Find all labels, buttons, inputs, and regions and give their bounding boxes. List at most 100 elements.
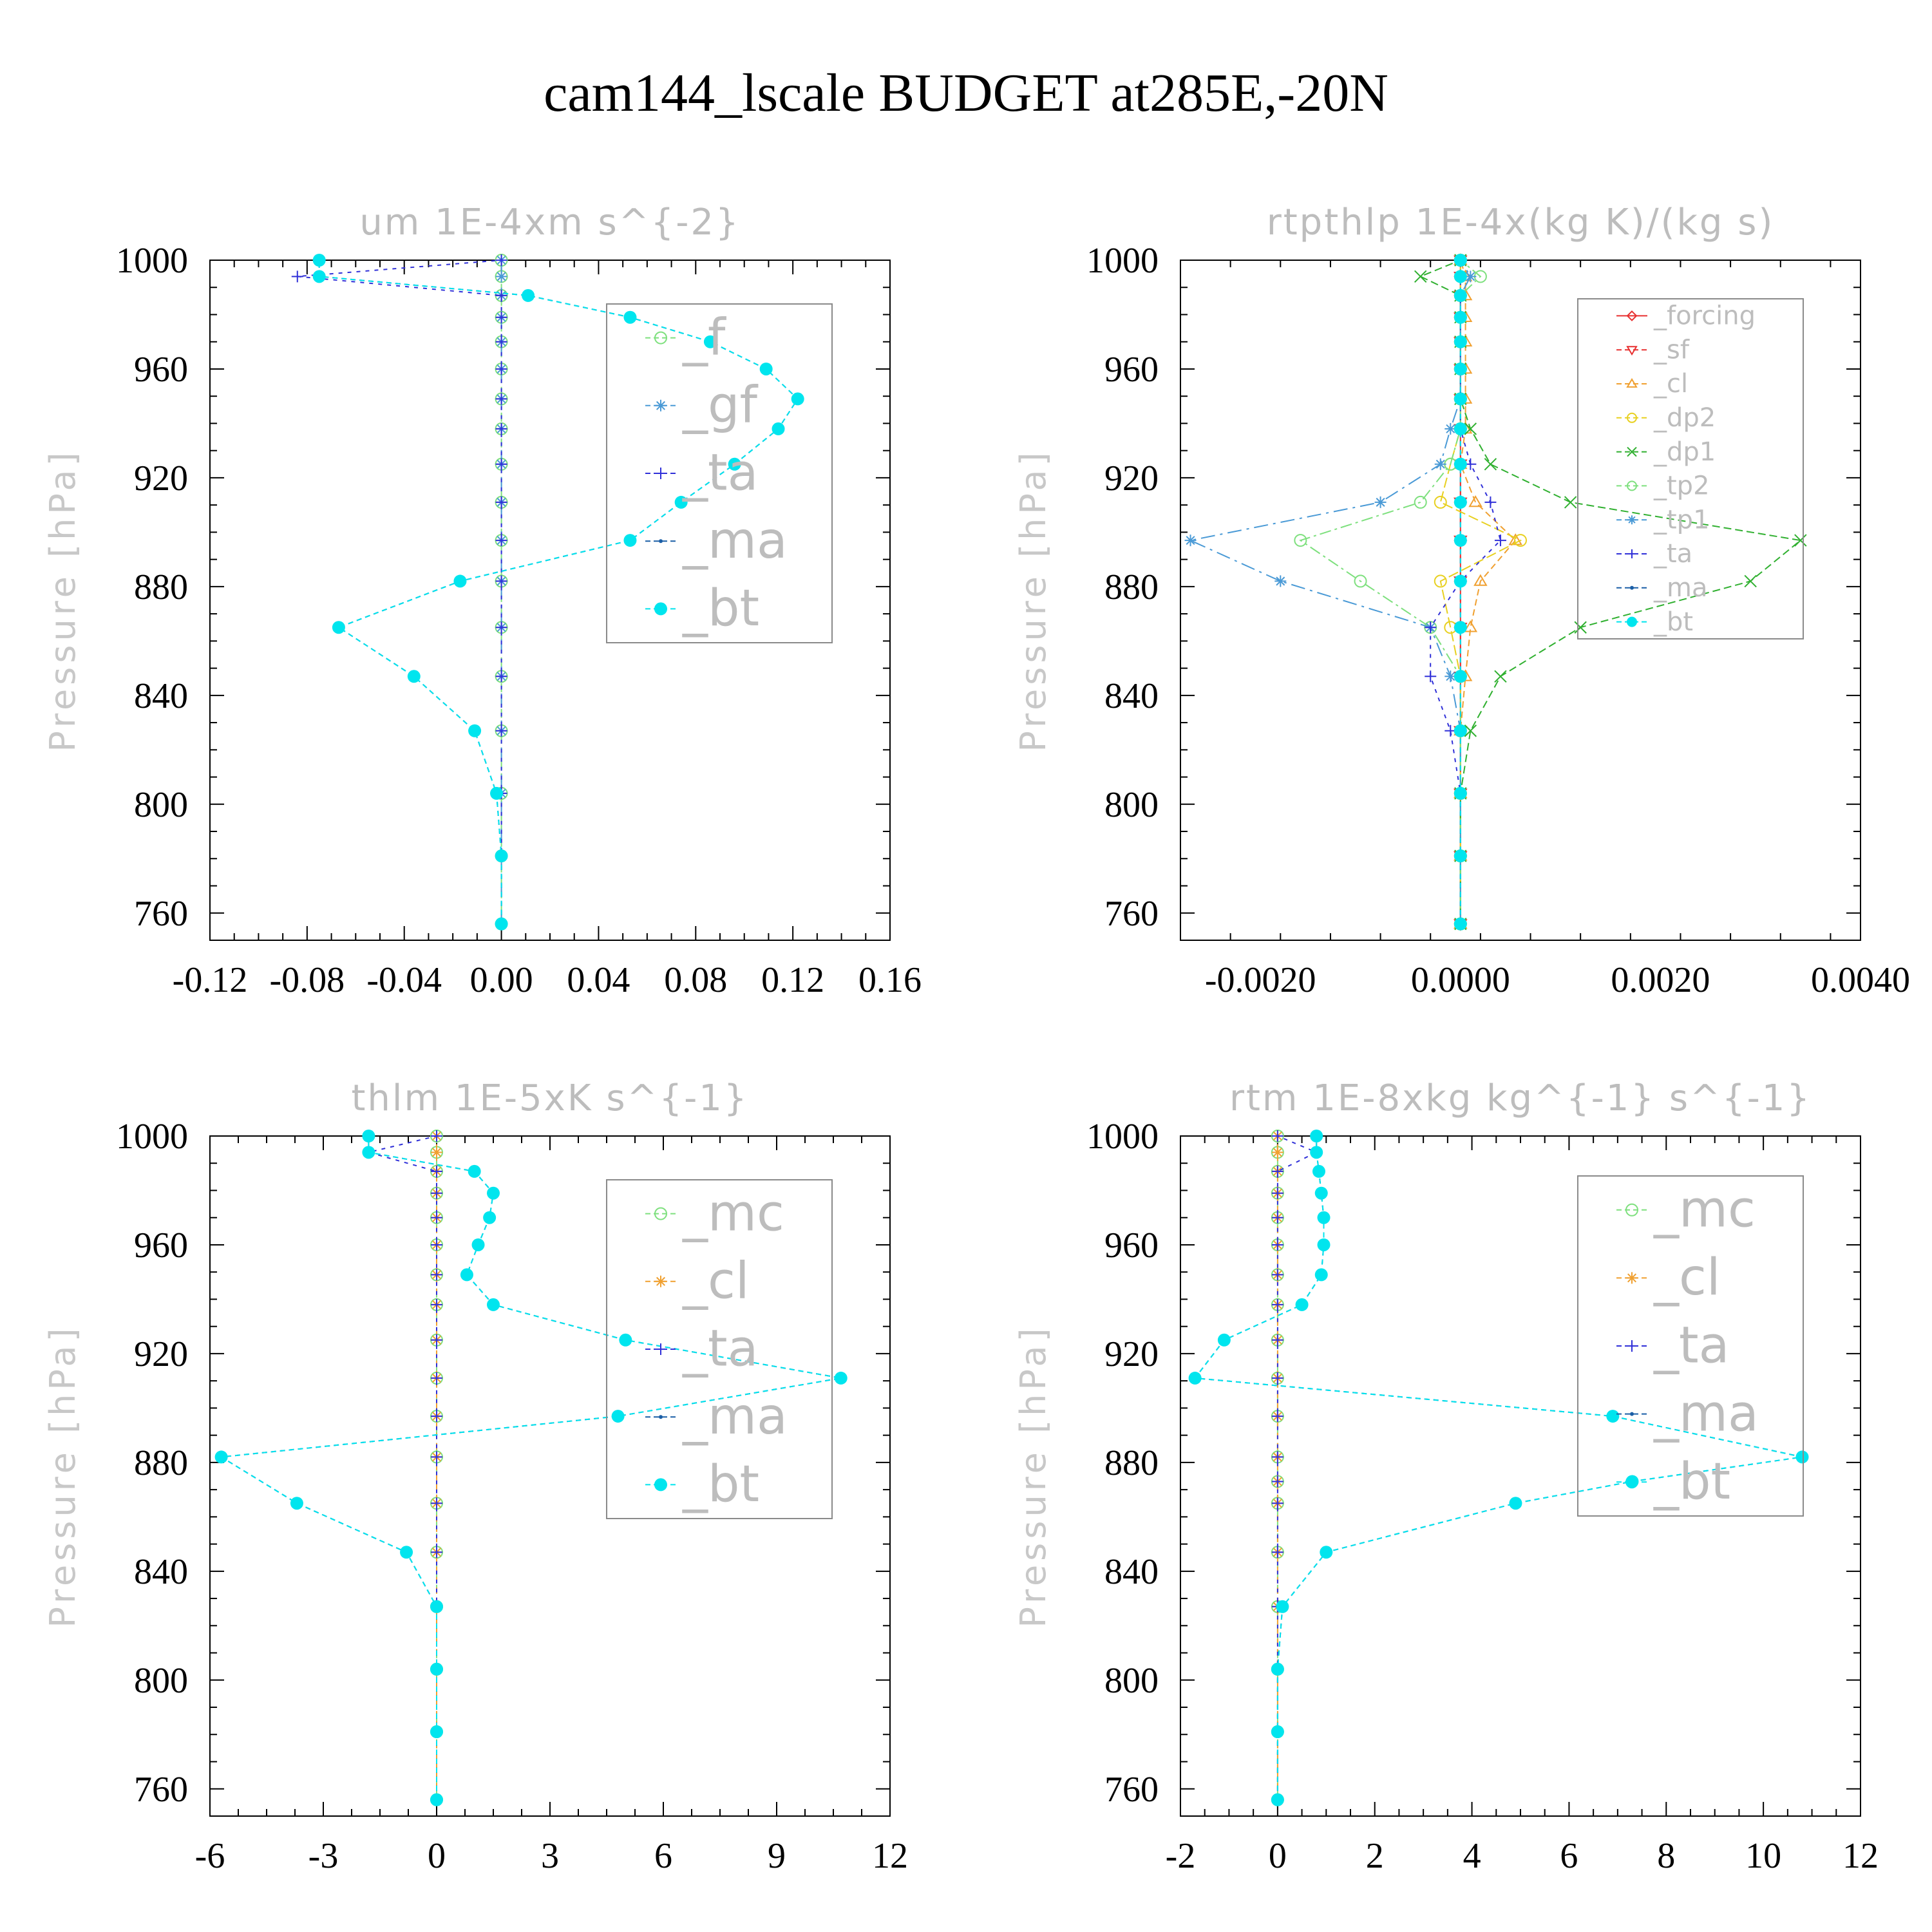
chart-panel: thlm 1E-5xK s^{-1} Pressure [hPa] 760 800 84… <box>43 1077 908 1876</box>
legend: _f _gf _ta _ma _bt <box>606 303 833 643</box>
data-point <box>1188 1371 1202 1385</box>
legend-label: _cl <box>1653 369 1688 399</box>
data-point <box>1184 535 1197 547</box>
data-point <box>362 1146 375 1159</box>
legend-label: _ma <box>1653 573 1707 603</box>
data-point <box>1627 480 1637 491</box>
data-point <box>1625 1203 1638 1217</box>
data-point <box>1454 422 1467 435</box>
panel-title: thlm 1E-5xK s^{-1} <box>351 1077 748 1119</box>
data-point <box>1271 1725 1284 1739</box>
data-point <box>1312 1164 1325 1178</box>
data-point <box>623 310 637 324</box>
data-point <box>495 670 507 683</box>
data-point <box>1434 574 1447 588</box>
data-point <box>1271 1372 1283 1384</box>
data-point <box>1454 392 1467 406</box>
legend-label: _forcing <box>1653 301 1756 331</box>
data-point <box>430 1600 443 1613</box>
y-tick-label: 880 <box>1104 567 1159 607</box>
data-point <box>495 621 507 634</box>
y-tick-label: 1000 <box>1086 1117 1159 1157</box>
data-point <box>495 422 507 435</box>
y-tick-label: 960 <box>134 1226 188 1265</box>
data-point <box>1271 1451 1283 1463</box>
series-line-ta <box>1430 260 1502 924</box>
legend-label: _ma <box>682 512 788 570</box>
data-point <box>471 1238 485 1251</box>
data-point <box>1464 724 1477 737</box>
legend-label: _cl <box>1653 1249 1721 1307</box>
data-point <box>1454 254 1467 267</box>
data-point <box>312 270 326 283</box>
legend-label: _ta <box>1653 1317 1729 1375</box>
data-point <box>1627 515 1636 525</box>
y-tick-label: 1000 <box>116 241 188 281</box>
data-point <box>1454 534 1467 547</box>
data-point <box>1494 535 1506 547</box>
data-point <box>1514 534 1527 547</box>
data-point <box>1794 534 1807 547</box>
legend-label: _mc <box>682 1184 784 1242</box>
legend-label: _ta <box>682 1320 758 1378</box>
data-point <box>759 362 773 375</box>
data-point <box>1414 495 1427 509</box>
panel-title: rtpthlp 1E-4x(kg K)/(kg s) <box>1267 202 1775 243</box>
data-point <box>1494 670 1507 683</box>
data-point <box>674 495 688 509</box>
data-point <box>290 1497 303 1510</box>
legend-box <box>1577 1175 1804 1517</box>
panel-title: rtm 1E-8xkg kg^{-1} s^{-1} <box>1229 1077 1812 1119</box>
x-tick-label: -0.08 <box>270 960 345 1000</box>
data-point <box>1473 574 1488 586</box>
data-point <box>483 1211 497 1224</box>
data-point <box>1484 458 1497 471</box>
legend-label: _bt <box>682 1455 759 1513</box>
data-point <box>1414 270 1427 283</box>
x-tick-label: 0.00 <box>470 960 533 1000</box>
data-point <box>430 1793 443 1806</box>
y-tick-label: 1000 <box>1086 241 1159 281</box>
chart-panel: rtpthlp 1E-4x(kg K)/(kg s) Pressure [hPa]… <box>1013 202 1910 1000</box>
data-point <box>495 289 507 301</box>
y-tick-label: 760 <box>1104 1770 1159 1810</box>
data-point <box>1425 621 1437 634</box>
data-point <box>487 1186 500 1200</box>
y-tick-label: 960 <box>1104 350 1159 390</box>
data-point <box>623 534 637 547</box>
x-tick-label: 0.12 <box>761 960 824 1000</box>
data-point <box>1630 1412 1634 1416</box>
data-point <box>431 1372 442 1384</box>
data-point <box>1374 496 1387 508</box>
data-point <box>495 393 507 405</box>
data-point <box>1274 575 1287 587</box>
data-point <box>453 574 467 588</box>
data-point <box>1295 1298 1309 1311</box>
y-tick-label: 760 <box>134 1770 188 1810</box>
legend-label: _sf <box>1653 335 1690 365</box>
data-point <box>468 724 482 737</box>
data-point <box>1627 616 1637 627</box>
y-tick-label: 840 <box>1104 676 1159 716</box>
data-point <box>1271 1211 1283 1224</box>
data-point <box>1434 458 1446 470</box>
x-tick-label: 0.04 <box>567 960 630 1000</box>
series-group <box>1184 253 1807 931</box>
data-point <box>1454 289 1467 302</box>
legend-label: _ta <box>1653 539 1692 569</box>
series-line-bt <box>318 260 799 924</box>
legend: _mc _cl _ta _ma _bt <box>1577 1175 1804 1517</box>
y-tick-label: 920 <box>134 459 188 498</box>
data-point <box>1271 1165 1283 1177</box>
data-point <box>1271 1546 1283 1558</box>
data-point <box>1276 1600 1289 1613</box>
y-axis-label: Pressure [hPa] <box>1013 1324 1054 1627</box>
legend-label: _gf <box>682 377 759 435</box>
legend-label: _ta <box>682 444 758 502</box>
data-point <box>1564 496 1577 509</box>
x-tick-label: 9 <box>768 1836 786 1876</box>
data-point <box>1626 1340 1638 1352</box>
data-point <box>1271 1269 1283 1281</box>
data-point <box>1271 1298 1283 1311</box>
